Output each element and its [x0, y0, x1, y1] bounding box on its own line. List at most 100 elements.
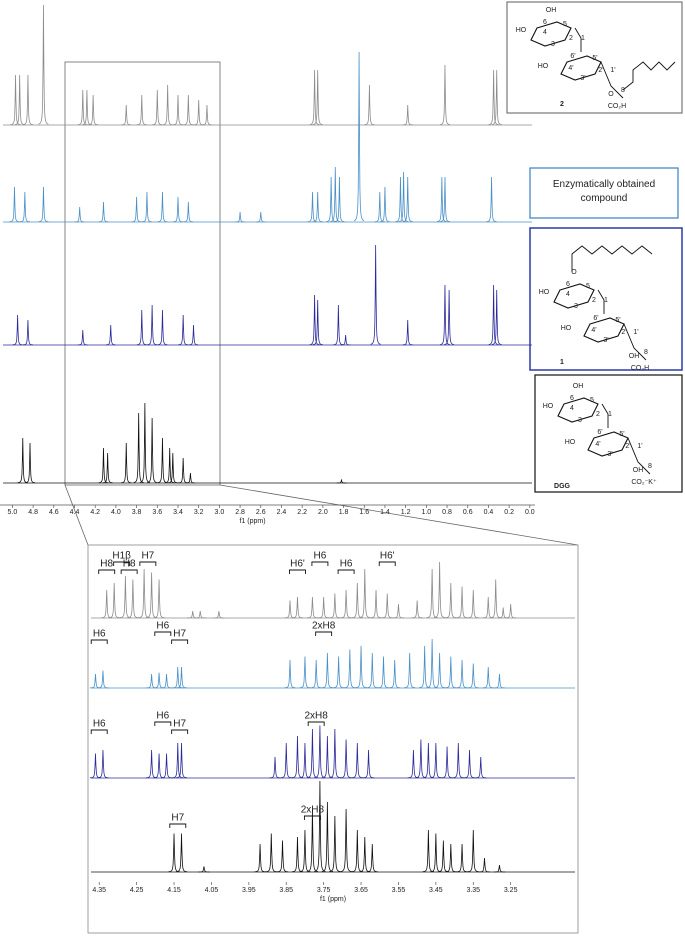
peak: [167, 452, 178, 484]
peak: [136, 94, 147, 126]
x-tick-label: 4.15: [167, 887, 181, 894]
peak: [366, 652, 378, 689]
atom-label: HO: [543, 403, 554, 410]
peak: [418, 645, 431, 689]
ring: [553, 283, 595, 309]
peak: [456, 586, 468, 619]
peak: [415, 739, 427, 779]
x-tick-label: 3.2: [194, 509, 204, 516]
zoom-region: [64, 61, 221, 486]
atom-label: 5: [586, 283, 590, 290]
peak: [478, 857, 491, 873]
peak: [456, 843, 468, 873]
bracket: [337, 569, 355, 574]
peak: [299, 656, 311, 689]
peak: [284, 600, 296, 619]
peak: [351, 582, 363, 619]
peak: [309, 294, 320, 346]
x-tick-label: 3.35: [466, 887, 480, 894]
peak: [359, 836, 371, 873]
x-axis-label: f1 (ppm): [239, 518, 265, 525]
ring: [587, 431, 629, 457]
peak: [153, 579, 165, 619]
peak: [255, 211, 266, 223]
peak: [97, 749, 109, 779]
peak: [193, 99, 204, 126]
peak: [456, 659, 468, 689]
peak: [309, 69, 320, 126]
peak: [402, 104, 413, 126]
peak: [336, 478, 347, 484]
peak: [119, 575, 132, 619]
peak: [160, 673, 173, 689]
peak-annotation: H6: [93, 719, 106, 730]
x-tick-label: 3.8: [132, 509, 142, 516]
atom-label: 5: [563, 21, 567, 28]
atom-label: 5': [619, 431, 624, 438]
atom-label: 3: [574, 303, 578, 310]
atom-label: 3: [578, 417, 582, 424]
peak: [404, 652, 416, 689]
x-tick-label: 1.0: [421, 509, 431, 516]
peak: [101, 589, 113, 619]
peak-annotation: H1β: [112, 551, 131, 562]
atom-label: 1': [633, 329, 638, 336]
peak: [379, 186, 390, 223]
x-tick-label: 0.0: [525, 509, 535, 516]
atom-label: 1: [604, 297, 608, 304]
peak: [168, 833, 180, 873]
peak: [145, 673, 158, 689]
peak: [491, 289, 502, 346]
bracket: [311, 561, 329, 566]
atom-label: 2': [625, 443, 630, 450]
x-tick-label: 2.8: [235, 509, 245, 516]
bond: [597, 289, 647, 361]
bracket: [378, 561, 396, 566]
peak: [175, 742, 188, 779]
atom-label: 4': [568, 65, 573, 72]
bracket: [171, 639, 189, 644]
peak: [351, 829, 363, 873]
peak: [108, 582, 120, 619]
peak: [235, 211, 246, 223]
peak: [439, 64, 451, 125]
peak: [389, 659, 401, 689]
peak: [127, 579, 139, 619]
atom-label: 6': [570, 53, 575, 60]
atom-label: 2: [592, 297, 596, 304]
peak: [183, 201, 194, 223]
peak: [318, 596, 330, 619]
x-tick-label: 3.55: [392, 887, 406, 894]
peak: [153, 672, 165, 689]
peak: [491, 69, 502, 126]
peak: [187, 610, 199, 619]
peak: [299, 829, 311, 873]
x-tick-label: 3.6: [152, 509, 162, 516]
peak: [77, 329, 88, 346]
peak: [497, 607, 509, 619]
peak: [152, 89, 163, 126]
peak-annotation: H8: [100, 559, 113, 570]
peak: [145, 749, 158, 779]
peak: [381, 593, 393, 619]
x-tick-label: 3.4: [173, 509, 183, 516]
peak-annotation: H7: [173, 719, 186, 730]
bracket: [303, 815, 321, 820]
peak-annotation: H6: [93, 629, 106, 640]
peak: [291, 596, 304, 619]
atom-label: 6: [566, 281, 570, 288]
peak: [445, 843, 457, 873]
peak: [97, 670, 109, 689]
x-tick-label: 4.05: [205, 887, 219, 894]
peak: [178, 314, 189, 346]
bracket: [154, 721, 172, 726]
peak: [136, 309, 147, 346]
peak: [284, 659, 296, 689]
atom-label: 8: [648, 463, 652, 470]
peak: [312, 69, 323, 126]
bracket: [169, 823, 187, 828]
peak: [314, 780, 326, 872]
peak: [88, 94, 99, 126]
peak: [463, 749, 476, 779]
x-tick-label: 2.2: [297, 509, 307, 516]
